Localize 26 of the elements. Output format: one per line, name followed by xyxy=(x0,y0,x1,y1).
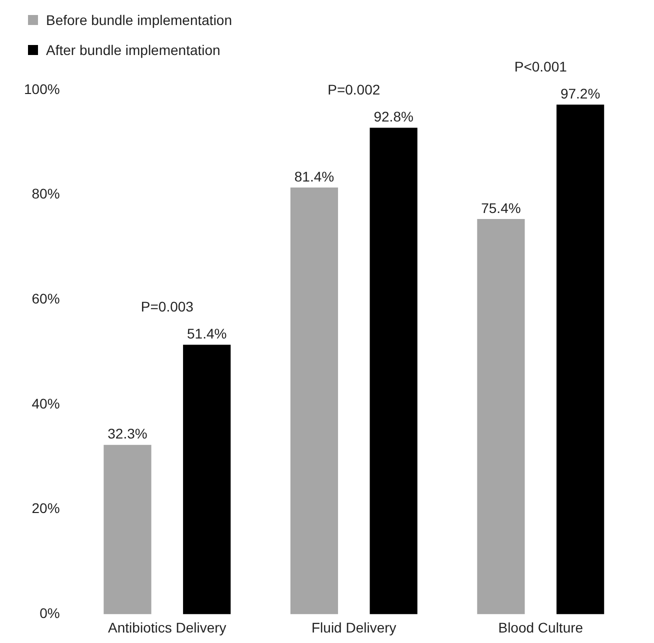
data-label: 51.4% xyxy=(187,326,227,342)
bar xyxy=(556,104,604,614)
bar xyxy=(477,218,525,614)
legend-label: Before bundle implementation xyxy=(46,12,232,28)
y-tick-label: 20% xyxy=(32,500,60,516)
bar xyxy=(290,188,338,614)
x-tick-label: Blood Culture xyxy=(498,619,584,636)
data-label: 75.4% xyxy=(481,200,521,216)
y-tick-label: 100% xyxy=(24,80,60,97)
text: P<0.001 xyxy=(514,58,568,75)
x-tick-label: Fluid Delivery xyxy=(311,619,396,636)
y-tick-label: 40% xyxy=(32,395,60,412)
bar xyxy=(370,128,418,614)
annotation: P=0.002 xyxy=(328,82,380,98)
annotation: P=0.003 xyxy=(140,298,194,315)
data-label: 92.8% xyxy=(374,108,414,125)
data-label: 97.2% xyxy=(560,86,600,102)
y-tick-label: 80% xyxy=(32,186,60,202)
bar xyxy=(104,444,152,614)
bar xyxy=(183,344,231,614)
y-tick-label: 0% xyxy=(40,605,60,622)
legend-label: After bundle implementation xyxy=(46,42,220,58)
y-tick-label: 60% xyxy=(32,290,60,307)
data-label: 81.4% xyxy=(294,168,334,184)
data-label: 32.3% xyxy=(108,426,148,442)
x-tick-label: Antibiotics Delivery xyxy=(108,619,226,636)
